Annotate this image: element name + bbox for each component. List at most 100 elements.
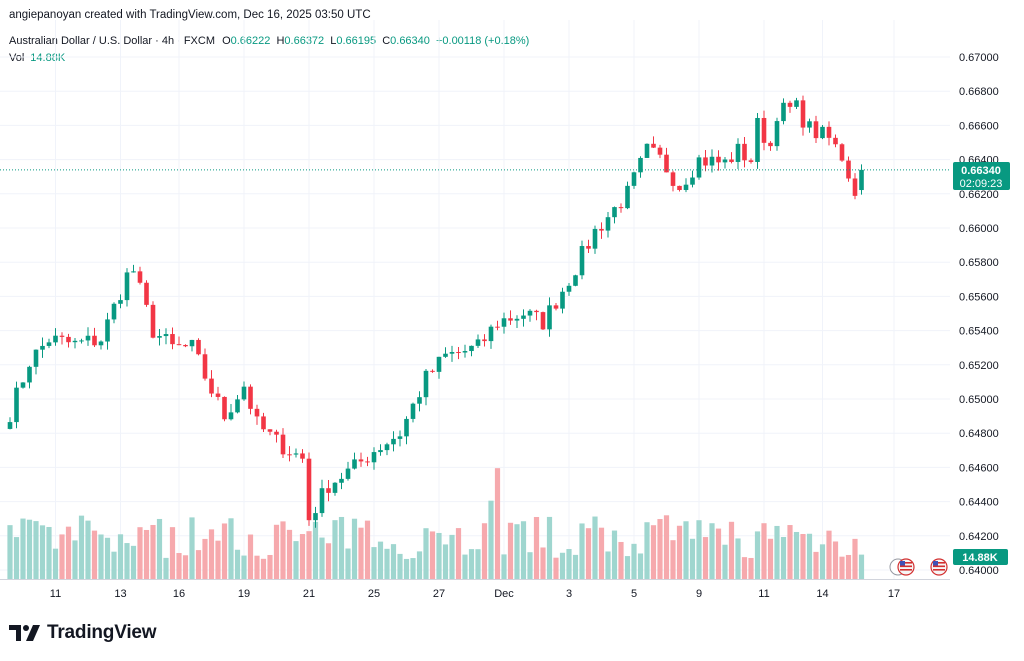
volume-bar — [46, 526, 52, 579]
volume-bar — [806, 533, 813, 579]
volume-bar — [13, 537, 20, 579]
volume-bar — [306, 531, 312, 579]
tradingview-logo[interactable]: TradingView — [9, 622, 157, 644]
candle-body — [345, 468, 351, 479]
volume-bar — [481, 523, 488, 579]
candle-body — [85, 335, 91, 341]
candle-body — [79, 340, 84, 342]
candle-body — [222, 396, 227, 420]
volume-bar — [104, 537, 111, 579]
chart-legend: Australian Dollar / U.S. Dollar · 4h · F… — [9, 33, 529, 67]
candle-body — [202, 354, 208, 379]
low-value: 0.66195 — [336, 35, 377, 47]
price-tick-label: 0.65200 — [959, 360, 999, 372]
volume-bar — [410, 558, 416, 579]
volume-bar — [709, 523, 715, 579]
candle-body — [488, 326, 494, 342]
volume-bar — [689, 538, 696, 579]
volume-bar — [189, 517, 195, 579]
volume-bar — [670, 540, 676, 579]
time-axis[interactable]: 11 13 16 19 21 25 27 Dec 3 5 9 11 14 17 — [50, 588, 900, 600]
candle-body — [267, 429, 273, 432]
volume-bar — [111, 551, 117, 579]
us-flag-event-icon[interactable] — [930, 558, 948, 576]
candle-body — [839, 144, 845, 161]
volume-bar — [403, 558, 410, 579]
candle-body — [651, 143, 656, 148]
low-label: L — [330, 35, 337, 47]
candle-body — [586, 246, 591, 249]
candle-body — [235, 399, 240, 413]
volume-bar — [182, 555, 189, 579]
volume-bar — [254, 555, 260, 579]
volume-bar — [572, 554, 579, 579]
candle-body — [521, 315, 526, 319]
time-tick-label: Dec — [494, 588, 514, 600]
candle-body — [92, 335, 97, 346]
volume-bar — [605, 551, 611, 579]
volume-bar — [312, 521, 319, 579]
volume-bar — [657, 519, 663, 579]
symbol-title[interactable]: Australian Dollar / U.S. Dollar · 4h · F… — [9, 35, 215, 47]
volume-bar — [286, 529, 293, 579]
time-tick-label: 21 — [303, 588, 315, 600]
volume-bar — [494, 468, 501, 579]
volume-bar — [826, 530, 832, 579]
volume-bar — [462, 554, 468, 579]
candle-body — [800, 100, 806, 128]
price-tick-label: 0.64000 — [959, 565, 999, 577]
volume-bar — [546, 516, 553, 579]
volume-tag-value: 14.88K — [962, 552, 998, 564]
volume-bar — [540, 547, 546, 579]
candle-body — [547, 305, 552, 330]
volume-bar — [592, 516, 598, 579]
volume-bar — [117, 534, 124, 579]
volume-bar — [169, 527, 176, 579]
volume-bar — [208, 529, 215, 579]
volume-bar — [143, 529, 150, 579]
volume-bar — [59, 534, 65, 579]
volume-bar — [683, 521, 689, 579]
candle-body — [371, 452, 377, 463]
candle-body — [859, 169, 864, 191]
candles — [7, 95, 864, 528]
price-tick-label: 0.66200 — [959, 189, 999, 201]
candle-body — [605, 217, 611, 231]
candle-body — [469, 345, 474, 352]
price-axis[interactable]: 0.670000.668000.666000.664000.662000.660… — [959, 52, 999, 577]
candle-body — [495, 326, 500, 328]
candle-body — [27, 366, 32, 383]
candle-body — [638, 157, 643, 173]
time-tick-label: 16 — [173, 588, 185, 600]
candle-body — [430, 370, 435, 372]
candle-body — [215, 393, 221, 397]
volume-bar — [397, 553, 403, 579]
volume-bar — [150, 524, 156, 579]
volume-bar — [598, 527, 605, 579]
candle-body — [820, 126, 825, 139]
candle-body — [612, 207, 617, 218]
volume-bar — [722, 544, 728, 579]
candle-body — [644, 143, 650, 158]
candle-body — [131, 271, 136, 273]
volume-bar — [247, 534, 254, 579]
volume-bar — [748, 557, 754, 579]
candle-body — [254, 408, 260, 417]
candle-body — [391, 438, 396, 445]
us-flag-event-icon[interactable] — [889, 558, 915, 576]
candle-body — [352, 459, 357, 469]
volume-label[interactable]: Vol — [9, 52, 25, 64]
candle-body — [40, 345, 45, 350]
ohlc-line: Australian Dollar / U.S. Dollar · 4h · F… — [9, 33, 529, 50]
time-tick-label: 17 — [888, 588, 900, 600]
candle-body — [189, 339, 195, 347]
volume-bar — [299, 534, 306, 579]
price-tick-label: 0.64600 — [959, 462, 999, 474]
change-value: +0.00118 (+0.18%) — [435, 35, 530, 47]
volume-bar — [624, 556, 631, 579]
volume-bar — [553, 557, 559, 579]
volume-bar — [163, 557, 169, 579]
candle-body — [657, 147, 663, 155]
candle-body — [196, 339, 201, 355]
